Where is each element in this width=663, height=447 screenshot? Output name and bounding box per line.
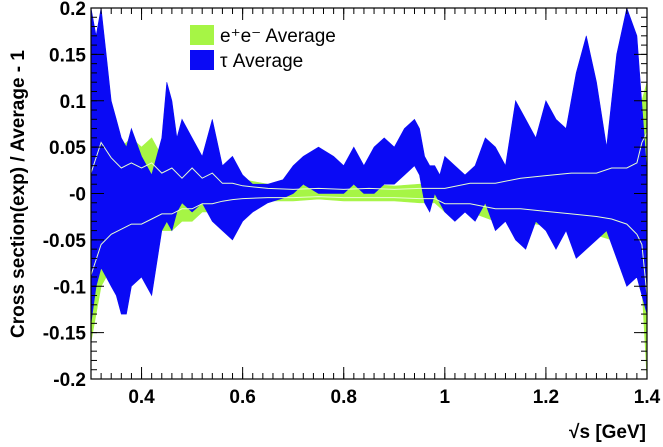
x-tick-label: 1 [440,387,451,408]
y-tick-label: 0.2 [60,0,86,20]
y-tick-label: 0.1 [60,92,87,113]
y-axis-title: Cross section(exp) / Average - 1 [8,50,29,338]
legend-label-ee: e⁺e⁻ Average [220,26,336,47]
y-tick-label: 0.15 [49,45,86,66]
envelope-line-upper [91,132,647,190]
y-tick-label: -0.05 [43,231,87,252]
y-tick-label: -0.2 [53,370,86,391]
legend-label-tau: τ Average [220,51,303,72]
x-tick-label: 0.4 [128,387,155,408]
envelope-line-lower [91,196,647,296]
x-axis-title: √s [GeV] [569,422,646,443]
y-tick-label: -0 [69,185,86,206]
y-tick-label: -0.1 [53,277,86,298]
plot-frame [90,7,648,380]
y-tick-label: -0.15 [43,324,87,345]
series-layer [91,8,647,379]
x-tick-label: 1.4 [634,387,661,408]
y-tick-label: 0.05 [49,138,86,159]
legend-swatch-tau [190,50,214,70]
x-tick-label: 1.2 [533,387,559,408]
tick-layer: 0.4 0.6 0.8 1 1.2 1.4 0.2 0.15 0.1 0.05 -0 -0.05 -0.… [43,0,661,408]
legend-swatch-ee [190,25,214,45]
series-band-tau [91,8,647,324]
legend: e⁺e⁻ Average τ Average [190,25,336,72]
x-tick-label: 0.6 [229,387,255,408]
x-tick-label: 0.8 [331,387,357,408]
